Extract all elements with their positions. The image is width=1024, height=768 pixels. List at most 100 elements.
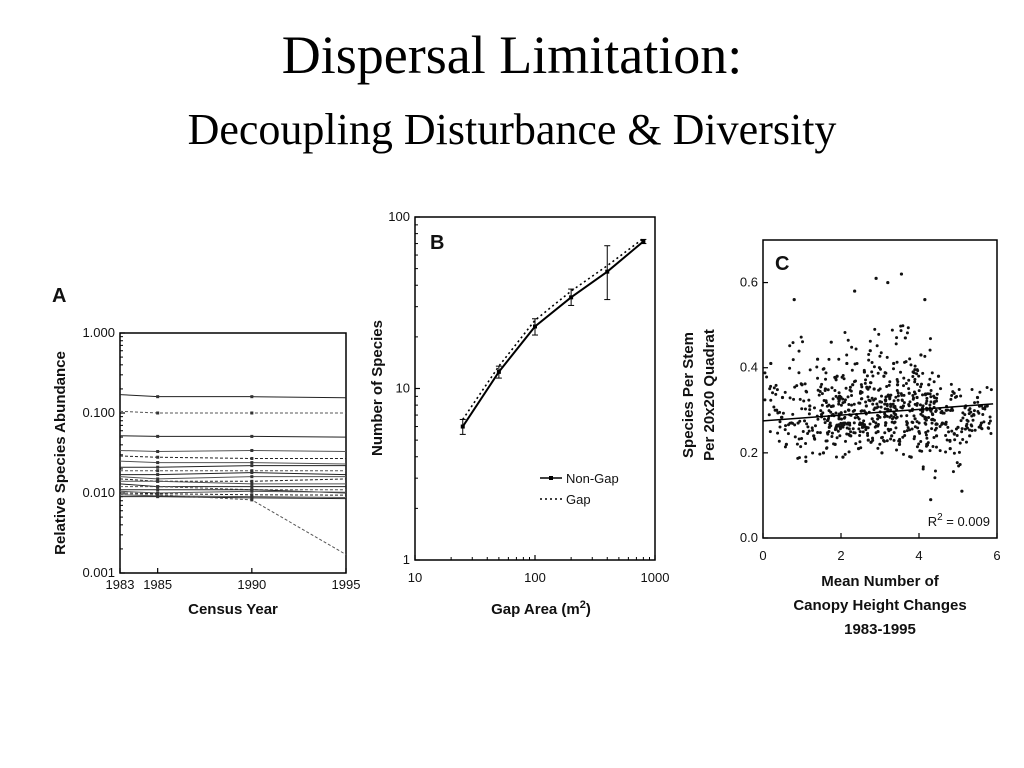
panel-c-point	[912, 396, 916, 400]
panel-a-point	[156, 434, 160, 438]
panel-c-point	[837, 394, 841, 398]
panel-a-point	[250, 493, 254, 497]
panel-c-point	[845, 361, 849, 366]
panel-a-point	[250, 448, 254, 452]
panel-c-point	[791, 358, 795, 362]
panel-a-point	[250, 469, 254, 473]
panel-c-point	[958, 441, 962, 445]
panel-c-point	[826, 388, 830, 392]
panel-c-point	[876, 423, 880, 427]
panel-c-point	[798, 397, 802, 401]
panel-c-point	[908, 455, 912, 459]
panel-c-point	[827, 409, 831, 413]
panel-a-series-line	[120, 480, 346, 485]
panel-c-point	[828, 421, 832, 425]
panel-c-point	[859, 383, 863, 387]
panel-c-point	[774, 392, 778, 396]
panel-c-point	[842, 377, 846, 381]
panel-c-point	[972, 409, 976, 413]
panel-c-point	[799, 382, 803, 386]
panel-a-frame	[119, 332, 347, 574]
panel-c-point	[913, 380, 917, 384]
panel-c-point	[825, 446, 829, 450]
panel-c-point	[854, 442, 858, 446]
panel-c-point	[869, 440, 873, 444]
panel-c-point	[833, 389, 837, 393]
panel-c-point	[872, 420, 876, 424]
panel-c-point	[843, 415, 847, 419]
panel-c-point	[895, 389, 899, 393]
panel-c-point	[905, 423, 909, 427]
panel-c-point	[952, 451, 956, 455]
panel-c-point	[865, 386, 869, 390]
panel-c-point	[816, 417, 820, 421]
panel-c-point	[876, 413, 880, 417]
panel-c-point	[786, 423, 790, 427]
panel-a-ytick-label: 0.001	[82, 565, 115, 580]
panel-c-point	[868, 349, 872, 353]
panel-c-point	[934, 445, 938, 449]
panel-c-point	[878, 367, 882, 371]
panel-c-point	[843, 452, 847, 456]
panel-c-point	[830, 386, 834, 390]
panel-c-point	[858, 440, 862, 444]
panel-c-point	[872, 365, 876, 369]
panel-c-point	[820, 403, 824, 407]
panel-c-point	[906, 426, 910, 430]
panel-a-letter: A	[52, 285, 66, 307]
panel-c-point	[894, 395, 898, 399]
panel-c-point	[921, 467, 925, 471]
panel-c-point	[963, 406, 967, 410]
panel-c-point	[838, 434, 842, 438]
panel-c-xtick-label: 2	[837, 548, 844, 563]
panel-a-xtick-label: 1995	[332, 577, 361, 592]
panel-a-point	[156, 450, 160, 454]
panel-c-point	[843, 439, 847, 443]
panel-c-point	[890, 420, 894, 424]
panel-a-point	[156, 395, 160, 399]
panel-c-point	[920, 449, 924, 453]
panel-a-point	[156, 465, 160, 469]
panel-c-point	[930, 412, 934, 416]
panel-c-point	[960, 430, 964, 434]
panel-c-point	[928, 392, 932, 396]
panel-c-point	[899, 414, 903, 418]
non-gap-point	[641, 239, 646, 244]
panel-c-point	[833, 375, 837, 379]
panel-c-point	[960, 489, 964, 493]
panel-c-point	[876, 417, 880, 421]
panel-c-point	[780, 415, 784, 419]
panel-c-point	[883, 415, 887, 419]
panel-c-ytick-label: 0.6	[740, 275, 758, 290]
panel-c-point	[786, 432, 790, 436]
panel-c-point	[851, 427, 855, 431]
panel-a-xtick-label: 1983	[106, 577, 135, 592]
panel-a-series-line	[119, 394, 347, 399]
panel-c-point	[975, 395, 980, 400]
panel-c-point	[799, 335, 803, 339]
panel-c-point	[788, 366, 792, 370]
panel-c-point	[883, 402, 887, 406]
panel-c-point	[902, 401, 906, 405]
panel-c-point	[791, 412, 795, 416]
panel-c-point	[848, 385, 852, 389]
panel-c-point	[819, 385, 823, 389]
panel-c-point	[923, 421, 927, 425]
panel-c-point	[855, 362, 859, 366]
panel-c-point	[862, 419, 866, 423]
panel-c-point	[889, 414, 893, 418]
panel-c-point	[848, 421, 852, 425]
panel-a-point	[250, 464, 254, 468]
panel-c-point	[810, 426, 814, 430]
panel-c-point	[948, 439, 952, 443]
panel-c-point	[867, 352, 871, 356]
panel-c-point	[898, 437, 902, 441]
panel-c-point	[925, 399, 929, 403]
panel-c-point	[849, 389, 853, 393]
panel-c-point	[951, 390, 955, 394]
panel-c-point	[841, 374, 845, 378]
panel-c-point	[783, 428, 787, 432]
panel-c-point	[824, 377, 828, 381]
panel-c-point	[763, 371, 767, 375]
panel-c-point	[800, 436, 804, 440]
